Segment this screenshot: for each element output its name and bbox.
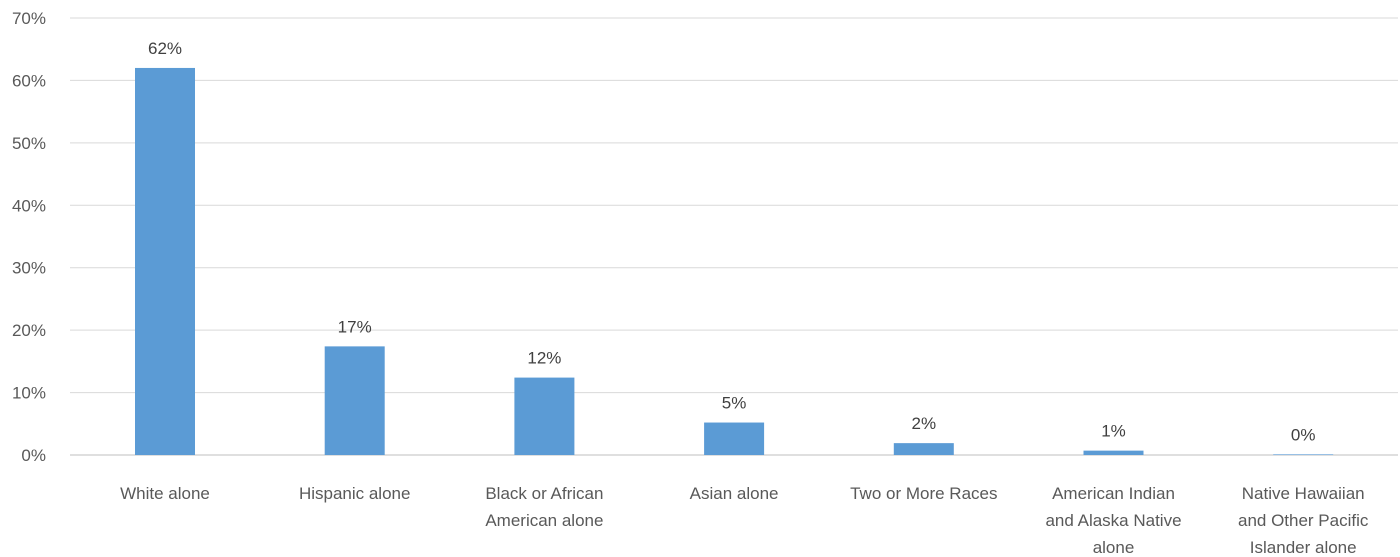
category-label: American Indian and Alaska Native alone (1045, 484, 1181, 557)
data-label: 5% (722, 394, 747, 413)
y-axis-tick-labels: 0% 10% 20% 30% 40% 50% 60% 70% (12, 9, 46, 465)
category-label: Asian alone (690, 484, 779, 503)
y-tick-label: 40% (12, 196, 46, 215)
category-label: Two or More Races (850, 484, 997, 503)
data-label: 17% (338, 317, 372, 336)
data-label: 62% (148, 39, 182, 58)
category-label: Native Hawaiian and Other Pacific Islander… (1238, 484, 1369, 557)
data-label: 12% (527, 349, 561, 368)
y-tick-label: 50% (12, 134, 46, 153)
y-tick-label: 30% (12, 259, 46, 278)
data-label: 2% (912, 414, 937, 433)
x-axis-category-labels: White alone Hispanic alone Black or Africa… (120, 484, 1369, 557)
category-label: White alone (120, 484, 210, 503)
y-tick-label: 0% (21, 446, 46, 465)
bar (324, 346, 385, 455)
data-label: 1% (1101, 422, 1126, 441)
category-label: Hispanic alone (299, 484, 411, 503)
y-tick-label: 70% (12, 9, 46, 28)
bars (135, 67, 1334, 455)
data-label: 0% (1291, 425, 1316, 444)
bar (1273, 454, 1334, 455)
bar (1083, 450, 1144, 455)
bar (514, 377, 575, 455)
y-tick-label: 60% (12, 71, 46, 90)
bar (893, 443, 954, 455)
bar (704, 422, 765, 455)
bar (135, 67, 195, 455)
y-tick-label: 10% (12, 384, 46, 403)
data-labels: 62% 17% 12% 5% 2% 1% 0% (148, 39, 1316, 444)
y-tick-label: 20% (12, 321, 46, 340)
gridlines (70, 17, 1398, 456)
category-label: Black or African American alone (485, 484, 603, 530)
